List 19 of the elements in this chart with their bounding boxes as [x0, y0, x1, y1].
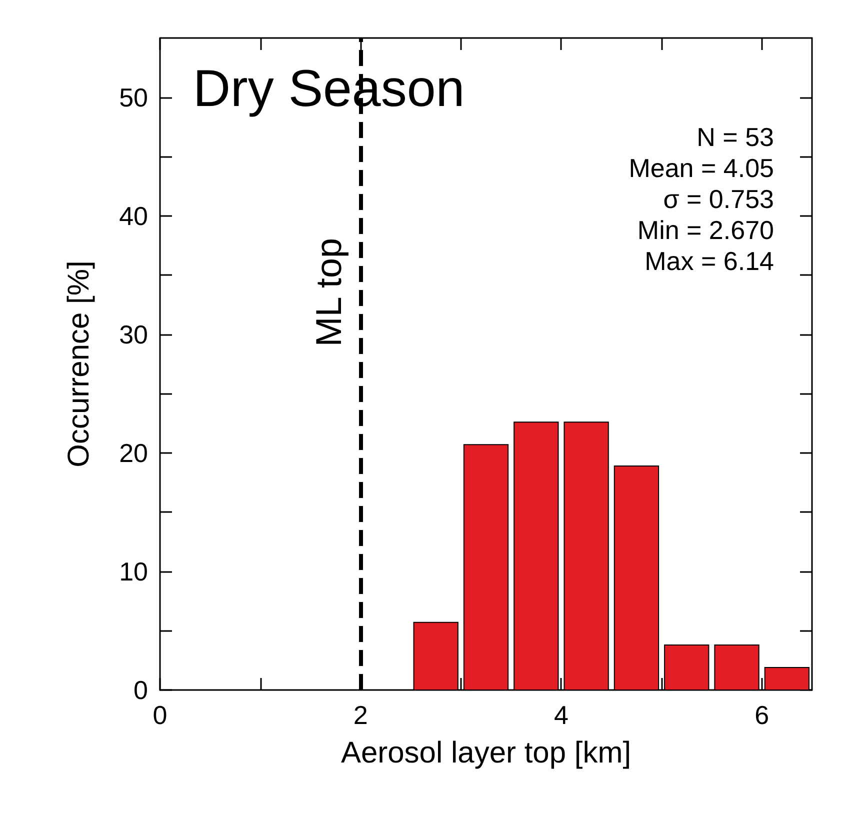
y-tick-label: 20: [119, 438, 148, 468]
y-tick-label: 40: [119, 200, 148, 231]
x-tick-label: 6: [754, 700, 770, 730]
ref-line-label: ML top: [308, 238, 350, 347]
x-tick-label: 4: [554, 700, 568, 730]
x-axis-title: Aerosol layer top [km]: [340, 736, 632, 770]
annotation: Mean = 4.05: [628, 153, 774, 183]
y-tick-label: 50: [119, 82, 148, 112]
y-tick-label: 0: [134, 675, 148, 705]
x-tick-label: 0: [152, 700, 168, 730]
x-tick-label: 2: [353, 700, 368, 730]
y-tick-label: 30: [119, 319, 148, 350]
annotation: Max = 6.14: [644, 246, 774, 276]
annotation: N = 53: [696, 122, 774, 152]
y-tick-label: 10: [119, 556, 148, 586]
chart-title: Dry Season: [193, 60, 465, 118]
annotation: σ = 0.753: [663, 184, 774, 214]
y-axis-title: Occurrence [%]: [62, 260, 96, 468]
annotation: Min = 2.670: [637, 215, 774, 245]
